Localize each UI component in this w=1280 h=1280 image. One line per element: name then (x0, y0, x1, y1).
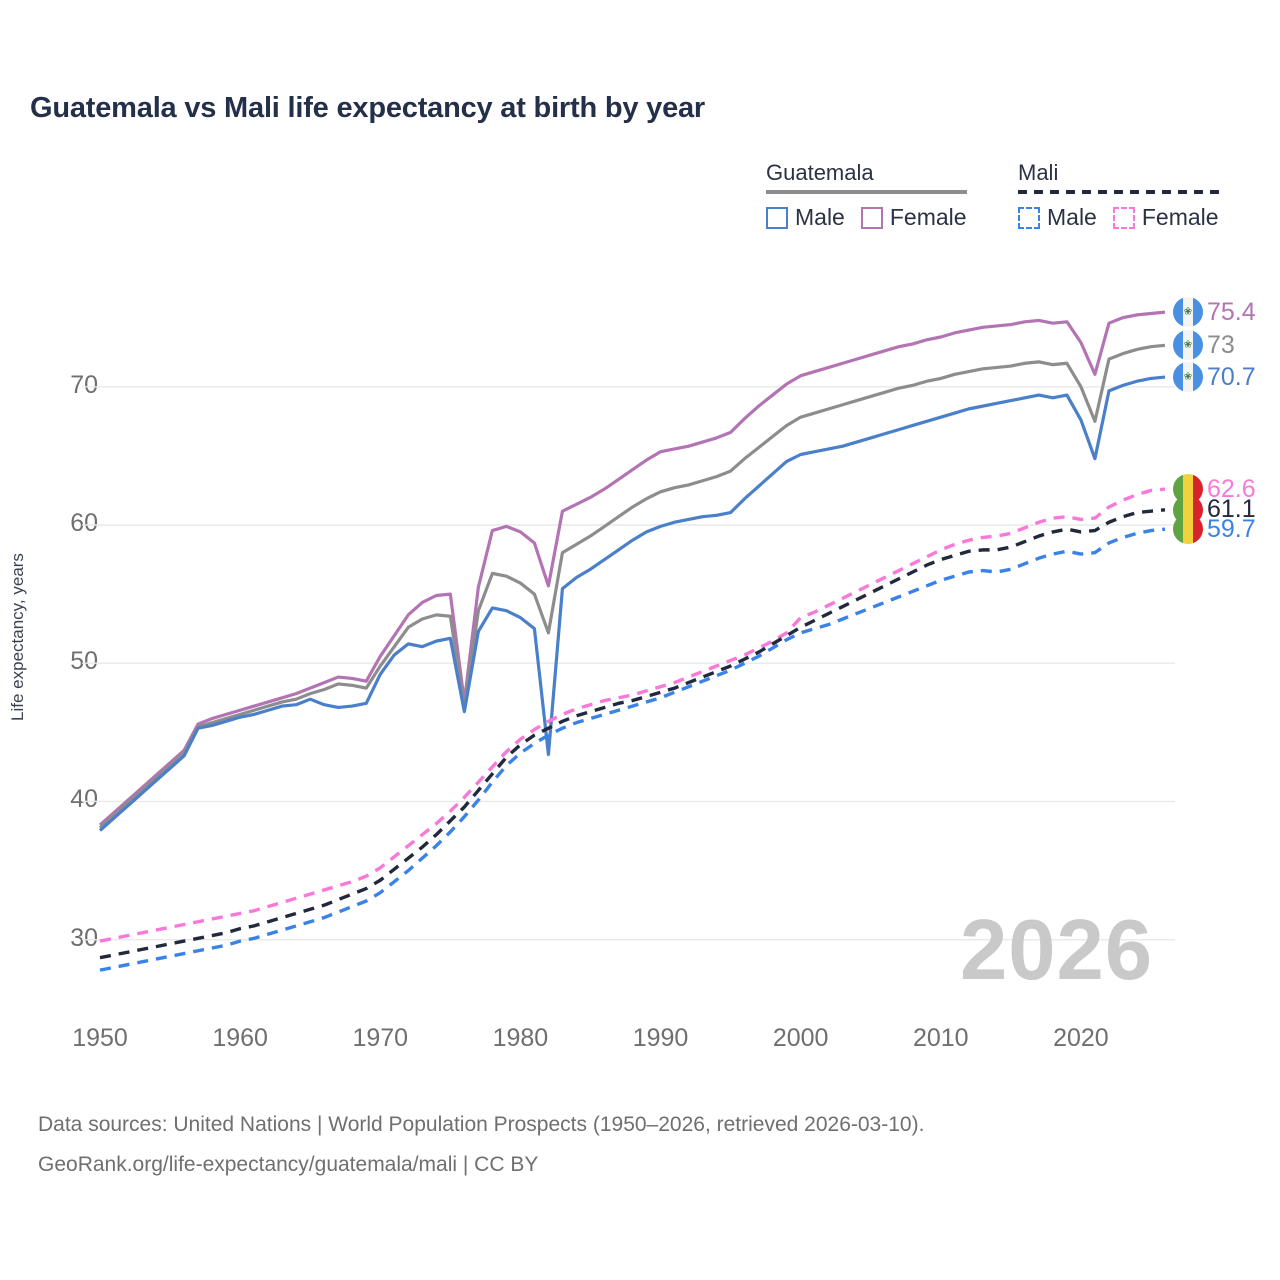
legend-item-label: Female (889, 204, 967, 230)
square-dashed-outline-icon (1112, 206, 1135, 229)
legend-item-label: Male (795, 204, 845, 230)
legend-item-label: Male (1047, 204, 1097, 230)
end-label: ❀ 70.7 (1173, 362, 1256, 393)
legend-rule-dashed-icon (1018, 190, 1219, 194)
year-watermark: 2026 (960, 903, 1154, 998)
end-label: ❀ 73 (1173, 330, 1235, 361)
square-outline-icon (860, 206, 883, 229)
guatemala-flag-icon: ❀ (1173, 330, 1203, 361)
series-line (99, 487, 1166, 943)
x-axis-tick-label: 1980 (492, 1024, 549, 1052)
chart-footer: Data sources: United Nations | World Pop… (38, 1105, 924, 1185)
y-axis-tick-label: 70 (70, 370, 98, 399)
end-label-value: 59.7 (1207, 514, 1256, 543)
footer-attribution: GeoRank.org/life-expectancy/guatemala/ma… (38, 1153, 539, 1176)
mali-flag-icon (1173, 494, 1203, 525)
legend-country-label: Mali (1018, 160, 1059, 185)
guatemala-flag-icon: ❀ (1173, 297, 1203, 328)
series-line (99, 508, 1166, 960)
legend-group-guatemala: Guatemala Male Female (766, 160, 967, 231)
x-axis-tick-label: 2020 (1053, 1024, 1109, 1052)
mali-flag-icon (1173, 514, 1203, 545)
mali-flag-icon (1173, 474, 1203, 505)
legend-item-guatemala-female[interactable]: Female (860, 204, 967, 231)
end-label-value: 73 (1207, 330, 1235, 359)
x-axis-tick-label: 2000 (772, 1024, 829, 1052)
legend-group-mali: Mali Male Female (1018, 160, 1219, 231)
end-label-value: 62.6 (1207, 474, 1256, 503)
legend-item-mali-female[interactable]: Female (1112, 204, 1219, 231)
y-axis-tick-label: 60 (70, 509, 98, 537)
guatemala-flag-icon: ❀ (1173, 362, 1203, 393)
legend-rule-solid-icon (766, 190, 967, 194)
legend-country-label: Guatemala (766, 160, 874, 185)
y-axis-tick-label: 30 (70, 923, 98, 952)
legend-item-label: Female (1141, 204, 1219, 230)
footer-data-sources: Data sources: United Nations | World Pop… (38, 1113, 925, 1136)
x-axis-tick-label: 1960 (212, 1024, 268, 1052)
end-label: 61.1 (1173, 494, 1256, 525)
series-line (98, 375, 1166, 832)
chart-legend: Guatemala Male Female Mali Male (760, 160, 1260, 240)
square-dashed-outline-icon (1018, 206, 1040, 229)
y-axis-tick-label: 50 (70, 647, 98, 676)
x-axis-tick-label: 2010 (912, 1024, 969, 1052)
x-axis-tick-label: 1950 (72, 1024, 128, 1052)
series-line (99, 527, 1166, 972)
series-line (98, 310, 1166, 827)
square-outline-icon (766, 206, 788, 229)
plot-area: Life expectancy, years 30 40 50 60 70 1950 19… (8, 297, 1256, 1052)
series-line (98, 343, 1166, 829)
end-label-value: 75.4 (1207, 297, 1256, 326)
legend-item-mali-male[interactable]: Male (1018, 204, 1097, 231)
x-axis-tick-label: 1990 (632, 1024, 689, 1052)
x-axis-tick-label: 1970 (352, 1024, 409, 1052)
end-label: ❀ 75.4 (1173, 297, 1256, 328)
page-title: Guatemala vs Mali life expectancy at bir… (30, 92, 706, 124)
legend-item-guatemala-male[interactable]: Male (766, 204, 845, 231)
end-label: 62.6 (1173, 474, 1256, 505)
end-label-value: 70.7 (1207, 362, 1256, 391)
y-axis-tick-label: 40 (70, 785, 98, 814)
end-label-value: 61.1 (1207, 495, 1256, 524)
end-label: 59.7 (1173, 514, 1256, 545)
series-canvas (82, 310, 1175, 972)
